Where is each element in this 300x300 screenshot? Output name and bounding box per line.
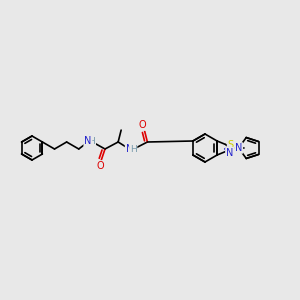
Text: O: O [96,161,104,171]
Text: O: O [139,120,146,130]
Text: N: N [84,136,92,146]
Text: N: N [235,143,242,153]
Text: N: N [226,148,233,158]
Text: N: N [126,143,133,154]
Text: H: H [88,137,95,146]
Text: S: S [228,140,234,149]
Text: H: H [130,145,136,154]
